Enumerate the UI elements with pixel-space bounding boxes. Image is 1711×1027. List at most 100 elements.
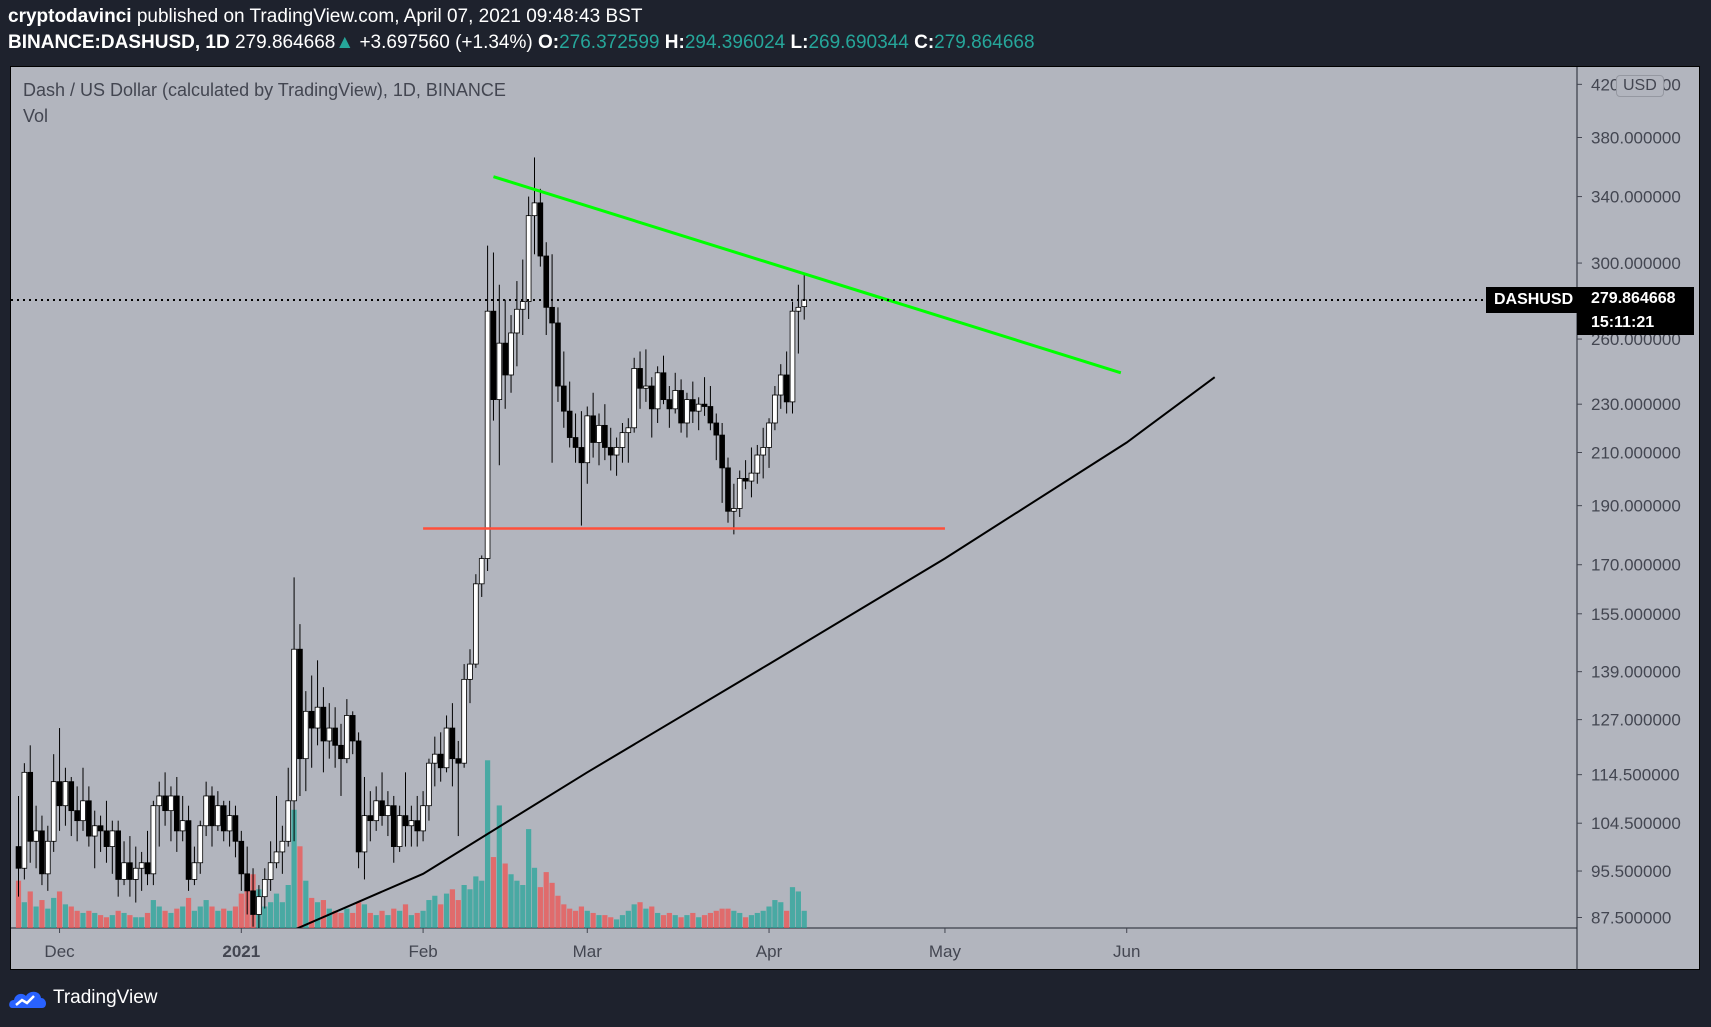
candle-body <box>320 706 327 742</box>
candle-body <box>256 896 262 915</box>
volume-bar <box>789 887 796 928</box>
volume-bar <box>226 910 233 928</box>
volume-bar <box>766 906 772 928</box>
volume-bar <box>273 893 280 928</box>
candle-body <box>285 800 292 842</box>
candle-body <box>33 830 39 842</box>
high-label: H: <box>664 32 685 53</box>
candle-body <box>39 830 45 875</box>
candle-body <box>361 815 368 853</box>
candle-body <box>191 862 198 880</box>
candle-body <box>103 830 110 847</box>
last-price: 279.864668 <box>234 32 336 53</box>
volume-bar <box>526 829 532 928</box>
candle-body <box>643 385 649 389</box>
candle-body <box>578 447 585 464</box>
candle-body <box>543 255 550 308</box>
volume-bar <box>479 880 485 928</box>
volume-bar <box>309 897 315 928</box>
candle-body <box>396 815 403 847</box>
volume-bar <box>696 917 702 928</box>
candle-body <box>385 805 391 817</box>
candle-body <box>566 410 573 438</box>
low-label: L: <box>790 32 809 53</box>
volume-bar <box>414 912 420 928</box>
open-label: O: <box>537 32 560 53</box>
candle-body <box>179 820 186 832</box>
candle-body <box>314 706 321 729</box>
candle-body <box>68 781 75 812</box>
volume-bar <box>643 908 649 928</box>
volume-bar <box>238 893 244 928</box>
volume-bar <box>578 906 585 928</box>
volume-bar <box>520 885 526 928</box>
volume-bar <box>742 917 749 928</box>
publish-text: published on TradingView.com, April 07, … <box>131 6 643 27</box>
volume-bar <box>27 891 33 928</box>
candle-body <box>719 434 725 469</box>
tradingview-logo[interactable]: TradingView <box>8 986 158 1010</box>
candle-body <box>648 385 655 410</box>
candle-body <box>455 758 462 764</box>
candle-body <box>672 390 679 410</box>
volume-bar <box>279 902 285 928</box>
volume-bar <box>303 880 309 928</box>
candle-body <box>801 299 808 308</box>
volume-bar <box>649 906 655 928</box>
candle-body <box>678 390 684 424</box>
author-name[interactable]: cryptodavinci <box>8 6 132 27</box>
candle-body <box>695 403 702 412</box>
volume-bar <box>45 908 51 928</box>
ohlc-bar: BINANCE:DASHUSD, 1D 279.864668▲ +3.69756… <box>8 32 1035 54</box>
currency-button[interactable]: USD <box>1616 75 1664 97</box>
volume-bar <box>197 906 203 928</box>
volume-indicator-label[interactable]: Vol <box>23 106 49 126</box>
candle-body <box>56 781 63 807</box>
candle-body <box>279 840 286 853</box>
volume-bar <box>320 900 327 928</box>
candle-body <box>62 781 69 807</box>
candle-body <box>156 795 163 807</box>
volume-bar <box>92 912 98 928</box>
candle-body <box>297 648 303 760</box>
volume-bar <box>508 874 514 928</box>
candle-body <box>525 215 532 303</box>
y-tick-label: 380.000000 <box>1591 129 1681 148</box>
volume-bar <box>801 910 807 928</box>
volume-bar <box>268 902 274 928</box>
candle-body <box>631 368 637 429</box>
volume-bar <box>561 904 567 928</box>
x-tick-label: Mar <box>573 942 603 961</box>
volume-bar <box>637 902 643 928</box>
candle-body <box>461 678 467 764</box>
volume-bar <box>133 917 139 928</box>
candle-body <box>74 810 80 822</box>
volume-bar <box>572 910 579 928</box>
volume-bar <box>174 908 180 928</box>
candle-body <box>596 424 602 443</box>
candle-body <box>338 744 344 760</box>
volume-bar <box>455 900 461 928</box>
tradingview-brand: TradingView <box>52 987 158 1009</box>
candle-body <box>132 867 139 880</box>
trend-curve <box>295 376 1216 928</box>
bar-countdown: 15:11:21 <box>1591 314 1655 331</box>
volume-bar <box>97 915 104 928</box>
volume-bar <box>350 912 356 928</box>
candle-body <box>27 771 34 842</box>
candle-body <box>531 202 538 217</box>
candle-body <box>502 342 508 376</box>
candle-body <box>725 467 731 512</box>
candle-body <box>437 753 444 769</box>
candle-body <box>349 715 356 742</box>
candle-body <box>138 862 145 869</box>
y-tick-label: 114.500000 <box>1591 766 1680 785</box>
volume-bar <box>355 902 362 928</box>
volume-bar <box>678 917 684 928</box>
candle-body <box>127 862 133 880</box>
volume-bar <box>484 760 491 928</box>
volume-bar <box>684 915 690 928</box>
volume-bar <box>156 906 162 928</box>
candle-body <box>514 308 520 334</box>
